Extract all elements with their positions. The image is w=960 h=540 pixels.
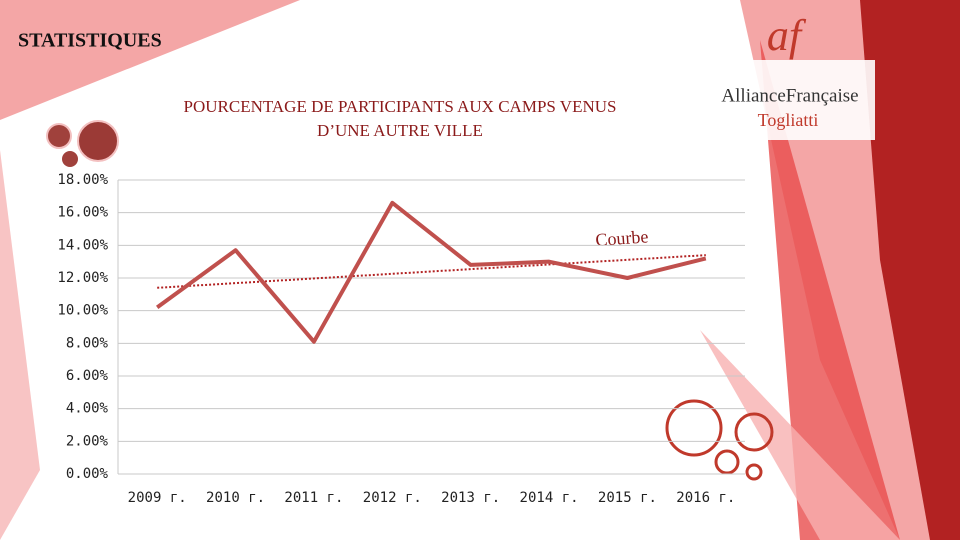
decor-circle bbox=[734, 412, 774, 452]
x-tick-label: 2016 г. bbox=[676, 490, 735, 506]
logo-name: AllianceFrançaise bbox=[721, 85, 858, 106]
x-tick-label: 2009 г. bbox=[128, 490, 187, 506]
logo-city: Togliatti bbox=[758, 110, 819, 130]
x-tick-label: 2014 г. bbox=[520, 490, 579, 506]
annotation: Courbe bbox=[595, 226, 649, 250]
y-tick-label: 4.00% bbox=[66, 401, 109, 417]
x-tick-label: 2012 г. bbox=[363, 490, 422, 506]
decor bbox=[700, 330, 900, 540]
y-tick-label: 14.00% bbox=[57, 237, 108, 253]
y-tick-label: 16.00% bbox=[57, 205, 108, 221]
y-tick-label: 10.00% bbox=[57, 303, 108, 319]
y-tick-label: 0.00% bbox=[66, 466, 109, 482]
slide-title: STATISTIQUES bbox=[18, 30, 162, 52]
decor bbox=[860, 0, 960, 540]
decor-circle bbox=[77, 120, 119, 162]
x-tick-label: 2010 г. bbox=[206, 490, 265, 506]
decor bbox=[0, 150, 40, 540]
x-tick-label: 2013 г. bbox=[441, 490, 500, 506]
data-line bbox=[156, 200, 707, 344]
decor bbox=[0, 0, 300, 120]
trend-line bbox=[157, 254, 706, 289]
decor-circle bbox=[745, 463, 763, 481]
decor-circle bbox=[46, 123, 72, 149]
x-tick-label: 2015 г. bbox=[598, 490, 657, 506]
logo-bg bbox=[705, 60, 875, 140]
logo-mark: af bbox=[767, 11, 807, 60]
y-tick-label: 2.00% bbox=[66, 433, 109, 449]
chart-title: POURCENTAGE DE PARTICIPANTS AUX CAMPS VE… bbox=[184, 97, 617, 140]
y-tick-label: 6.00% bbox=[66, 368, 109, 384]
x-tick-label: 2011 г. bbox=[284, 490, 343, 506]
y-tick-label: 8.00% bbox=[66, 335, 109, 351]
decor-circle bbox=[62, 151, 78, 167]
decor-circle bbox=[665, 399, 723, 457]
decor bbox=[760, 40, 900, 540]
decor-circle bbox=[714, 449, 740, 475]
y-tick-label: 18.00% bbox=[57, 172, 108, 188]
y-tick-label: 12.00% bbox=[57, 270, 108, 286]
